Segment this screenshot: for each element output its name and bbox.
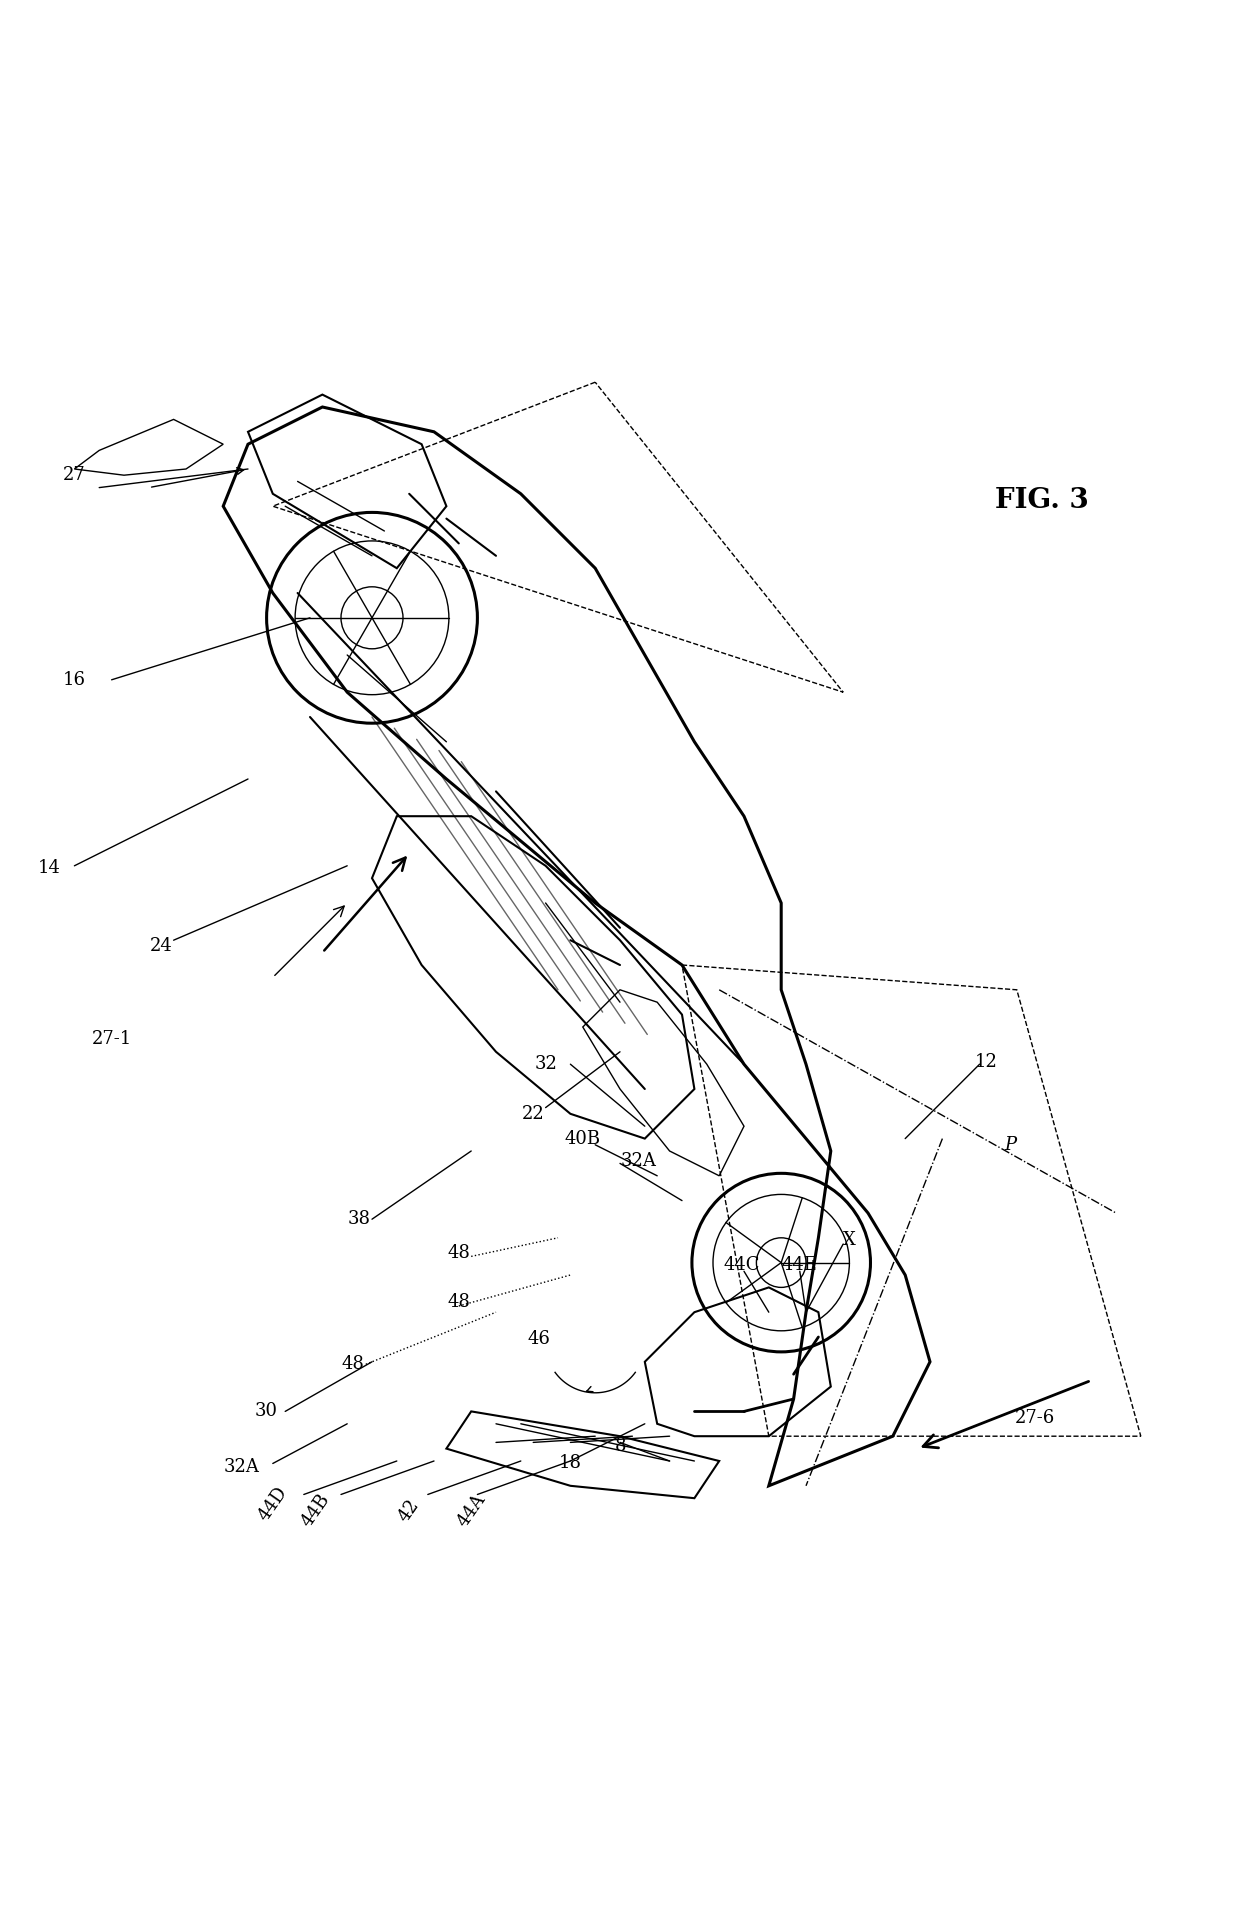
Text: 27: 27 — [63, 467, 86, 484]
Text: 46: 46 — [528, 1330, 551, 1349]
Text: 44E: 44E — [782, 1256, 817, 1274]
Text: 48: 48 — [448, 1293, 470, 1310]
Text: 14: 14 — [38, 859, 61, 878]
Text: 24: 24 — [150, 938, 172, 955]
Text: X: X — [843, 1231, 856, 1249]
Text: 48: 48 — [448, 1243, 470, 1262]
Text: 27-6: 27-6 — [1016, 1409, 1055, 1426]
Text: 44A: 44A — [454, 1490, 489, 1530]
Text: 42: 42 — [396, 1496, 423, 1525]
Text: 18: 18 — [559, 1455, 582, 1473]
Text: 44B: 44B — [299, 1490, 334, 1530]
Text: 32: 32 — [534, 1056, 557, 1073]
Text: 22: 22 — [522, 1104, 544, 1123]
Text: 44D: 44D — [254, 1484, 291, 1525]
Text: 44C: 44C — [723, 1256, 760, 1274]
Text: 8: 8 — [614, 1438, 626, 1455]
Text: 16: 16 — [63, 672, 86, 689]
Text: 32A: 32A — [224, 1459, 259, 1476]
Text: 48: 48 — [342, 1355, 365, 1374]
Text: 38: 38 — [348, 1210, 371, 1227]
Text: 32A: 32A — [621, 1152, 656, 1170]
Text: 30: 30 — [255, 1403, 278, 1420]
Text: FIG. 3: FIG. 3 — [994, 486, 1089, 513]
Polygon shape — [74, 419, 223, 475]
Text: 40B: 40B — [564, 1129, 601, 1148]
Text: 27-1: 27-1 — [92, 1031, 131, 1048]
Text: P: P — [1004, 1135, 1017, 1154]
Text: 12: 12 — [975, 1052, 997, 1071]
